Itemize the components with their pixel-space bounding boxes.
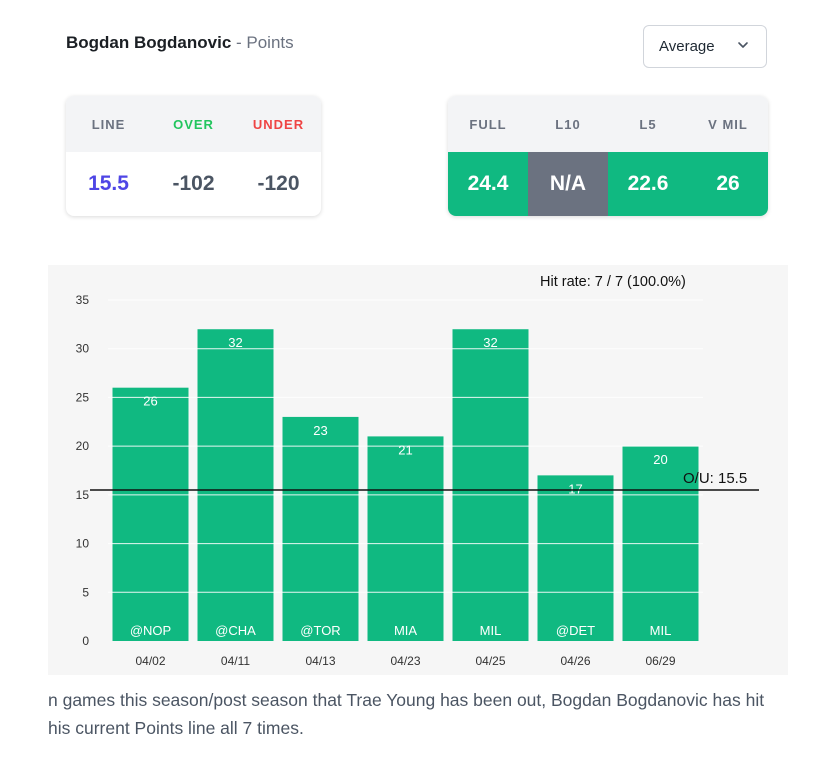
- y-tick-label: 10: [76, 537, 90, 551]
- over-header: OVER: [173, 116, 214, 132]
- averages-values: 24.4 N/A 22.6 26: [448, 152, 768, 216]
- y-tick-label: 20: [76, 439, 90, 453]
- bar: [367, 436, 444, 641]
- opponent-label: @TOR: [300, 623, 340, 638]
- line-odds-card: LINE OVER UNDER 15.5 -102 -120: [66, 96, 321, 216]
- bar-value-label: 32: [483, 335, 497, 350]
- x-tick-label: 04/23: [390, 654, 420, 668]
- line-odds-header: LINE OVER UNDER: [66, 96, 321, 152]
- bar: [197, 329, 274, 641]
- bar-value-label: 21: [398, 442, 412, 457]
- opponent-label: @NOP: [130, 623, 171, 638]
- over-under-label: O/U: 15.5: [683, 470, 747, 487]
- bar-value-label: 17: [568, 481, 582, 496]
- y-tick-label: 30: [76, 342, 90, 356]
- dropdown-value: Average: [659, 38, 715, 55]
- line-value: 15.5: [88, 172, 129, 195]
- bar: [282, 416, 359, 641]
- y-tick-label: 15: [76, 488, 90, 502]
- average-dropdown[interactable]: Average: [643, 25, 767, 68]
- y-tick-label: 25: [76, 390, 90, 404]
- over-odds: -102: [172, 172, 215, 195]
- x-tick-label: 04/13: [305, 654, 335, 668]
- line-odds-values: 15.5 -102 -120: [66, 152, 321, 216]
- line-header: LINE: [91, 116, 126, 132]
- opponent-label: MIL: [650, 623, 672, 638]
- page-title: Bogdan Bogdanovic - Points: [66, 33, 294, 53]
- x-tick-label: 04/26: [560, 654, 590, 668]
- under-odds: -120: [257, 172, 300, 195]
- x-tick-label: 04/25: [475, 654, 505, 668]
- opponent-label: @DET: [556, 623, 595, 638]
- l10-header: L10: [555, 116, 581, 132]
- full-average: 24.4: [448, 152, 528, 216]
- y-tick-label: 5: [82, 585, 89, 599]
- chevron-down-icon: [738, 42, 748, 48]
- vs-opponent-average: 26: [688, 152, 768, 216]
- player-name: Bogdan Bogdanovic: [66, 33, 232, 52]
- y-tick-label: 35: [76, 293, 90, 307]
- bar-value-label: 23: [313, 423, 327, 438]
- opponent-label: @CHA: [215, 623, 256, 638]
- title-separator: -: [231, 33, 247, 52]
- averages-card: FULL L10 L5 V MIL 24.4 N/A 22.6 26: [448, 96, 768, 216]
- bar-value-label: 26: [143, 394, 157, 409]
- under-header: UNDER: [252, 116, 305, 132]
- x-tick-label: 04/02: [135, 654, 165, 668]
- points-chart: 0 5 10 15 20 25 30 35 26 @NOP 04/02 32 @CHA 04/11 23 @T…: [48, 265, 788, 675]
- hit-rate-label: Hit rate: 7 / 7 (100.0%): [540, 274, 686, 290]
- bar-value-label: 20: [653, 452, 667, 467]
- x-tick-label: 04/11: [221, 654, 250, 668]
- vs-opponent-header: V MIL: [708, 116, 748, 132]
- points-chart-svg: 0 5 10 15 20 25 30 35 26 @NOP 04/02 32 @CHA 04/11 23 @T…: [76, 274, 759, 668]
- stat-type: Points: [246, 33, 294, 52]
- full-header: FULL: [469, 116, 507, 132]
- x-tick-label: 06/29: [645, 654, 675, 668]
- l10-average: N/A: [528, 152, 608, 216]
- l5-header: L5: [639, 116, 657, 132]
- opponent-label: MIA: [394, 623, 417, 638]
- bar: [452, 329, 529, 641]
- l5-average: 22.6: [608, 152, 688, 216]
- bar-value-label: 32: [228, 335, 242, 350]
- bar: [112, 387, 189, 641]
- bar: [537, 475, 614, 641]
- y-tick-label: 0: [82, 634, 89, 648]
- summary-text: n games this season/post season that Tra…: [48, 690, 765, 738]
- averages-header: FULL L10 L5 V MIL: [448, 96, 768, 152]
- opponent-label: MIL: [480, 623, 502, 638]
